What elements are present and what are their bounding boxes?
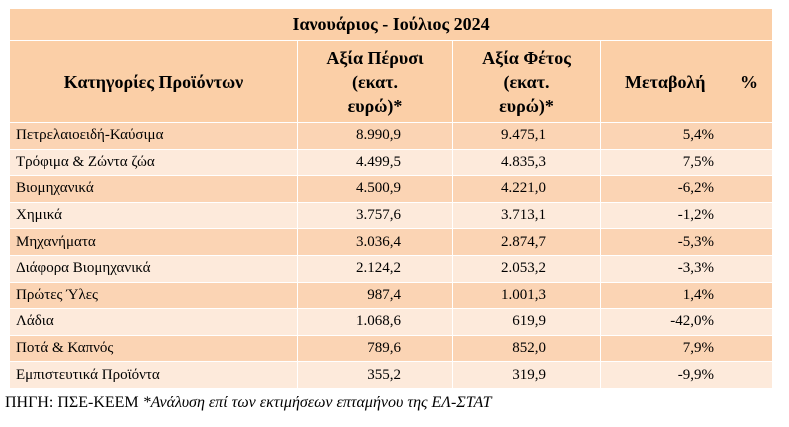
table-cell: 2.874,7	[452, 228, 601, 256]
table-cell: Λάδια	[9, 308, 298, 336]
table-cell: -42,0%	[599, 308, 774, 336]
column-header: Μεταβολή %	[599, 40, 774, 123]
table-cell: Ποτά & Καπνός	[9, 334, 298, 363]
table-cell: 789,6	[297, 334, 453, 363]
table-cell: Πετρελαιοειδή-Καύσιμα	[9, 122, 298, 150]
table-cell: Διάφορα Βιομηχανικά	[9, 254, 298, 283]
table-cell: 355,2	[297, 361, 453, 389]
table-row: Βιομηχανικά 4.500,9 4.221,0 -6,2%	[9, 175, 774, 203]
title-row: Ιανουάριος - Ιούλιος 2024	[8, 8, 774, 41]
header-line: Μεταβολή %	[624, 71, 759, 92]
table-title: Ιανουάριος - Ιούλιος 2024	[8, 8, 774, 41]
header-line: Αξία Φέτος	[482, 47, 571, 68]
table-cell: 3.036,4	[297, 228, 453, 256]
table-cell: 1.001,3	[452, 281, 601, 310]
table-cell: -6,2%	[599, 175, 774, 203]
table-cell: Μηχανήματα	[9, 228, 298, 256]
table-cell: 987,4	[297, 281, 453, 310]
table-cell: 3.713,1	[452, 201, 601, 230]
header-line: ευρώ)*	[499, 95, 554, 116]
table-cell: 619,9	[452, 308, 601, 336]
table-cell: Βιομηχανικά	[9, 175, 298, 203]
table-cell: 7,9%	[599, 334, 774, 363]
table-row: Πετρελαιοειδή-Καύσιμα 8.990,9 9.475,1 5,4%	[9, 122, 774, 150]
table-row: Χημικά 3.757,6 3.713,1 -1,2%	[9, 201, 774, 230]
table-cell: 4.835,3	[452, 148, 601, 177]
table-row: Τρόφιμα & Ζώντα ζώα 4.499,5 4.835,3 7,5%	[9, 148, 774, 177]
column-header: Αξία Φέτος (εκατ. ευρώ)*	[452, 40, 601, 123]
table-cell: Χημικά	[9, 201, 298, 230]
table-cell: Πρώτες Ύλες	[9, 281, 298, 310]
table-cell: 2.053,2	[452, 254, 601, 283]
header-line: (εκατ.	[503, 71, 550, 92]
header-line: Κατηγορίες Προϊόντων	[63, 71, 244, 92]
column-header: Κατηγορίες Προϊόντων	[9, 40, 298, 123]
table-row: Πρώτες Ύλες 987,4 1.001,3 1,4%	[9, 281, 774, 310]
column-header: Αξία Πέρυσι (εκατ. ευρώ)*	[297, 40, 453, 123]
table-cell: 7,5%	[599, 148, 774, 177]
header-line: (εκατ.	[351, 71, 398, 92]
table-cell: 1,4%	[599, 281, 774, 310]
table-row: Εμπιστευτικά Προϊόντα 355,2 319,9 -9,9%	[9, 361, 774, 389]
source: ΠΗΓΗ: ΠΣΕ-ΚΕΕΜ	[5, 394, 143, 411]
table-cell: 8.990,9	[297, 122, 453, 150]
table-row: Μηχανήματα 3.036,4 2.874,7 -5,3%	[9, 228, 774, 256]
table-body: Ιανουάριος - Ιούλιος 2024 Κατηγορίες Προ…	[8, 8, 774, 389]
table-cell: 852,0	[452, 334, 601, 363]
table-cell: 9.475,1	[452, 122, 601, 150]
table-cell: 3.757,6	[297, 201, 453, 230]
table-row: Ποτά & Καπνός 789,6 852,0 7,9%	[9, 334, 774, 363]
table-cell: -3,3%	[599, 254, 774, 283]
table-cell: 319,9	[452, 361, 601, 389]
table-cell: 4.499,5	[297, 148, 453, 177]
table-row: Διάφορα Βιομηχανικά 2.124,2 2.053,2 -3,3%	[9, 254, 774, 283]
header-line: Αξία Πέρυσι	[326, 47, 424, 68]
table-cell: 4.221,0	[452, 175, 601, 203]
table-cell: Τρόφιμα & Ζώντα ζώα	[9, 148, 298, 177]
data-table: Ιανουάριος - Ιούλιος 2024 Κατηγορίες Προ…	[8, 8, 774, 389]
table-cell: 4.500,9	[297, 175, 453, 203]
table-cell: 5,4%	[599, 122, 774, 150]
table-row: Λάδια 1.068,6 619,9 -42,0%	[9, 308, 774, 336]
table-cell: Εμπιστευτικά Προϊόντα	[9, 361, 298, 389]
table-cell: -1,2%	[599, 201, 774, 230]
table-cell: 2.124,2	[297, 254, 453, 283]
table-cell: -5,3%	[599, 228, 774, 256]
table-cell: -9,9%	[599, 361, 774, 389]
note: *Ανάλυση επί των εκτιμήσεων επταμήνου τη…	[142, 394, 492, 411]
table-cell: 1.068,6	[297, 308, 453, 336]
header-row: Κατηγορίες Προϊόντων Αξία Πέρυσι (εκατ. ευρ…	[9, 40, 774, 123]
header-line: ευρώ)*	[347, 95, 403, 116]
footer: ΠΗΓΗ: ΠΣΕ-ΚΕΕΜ *Ανάλυση επί των εκτιμήσε…	[5, 394, 492, 412]
